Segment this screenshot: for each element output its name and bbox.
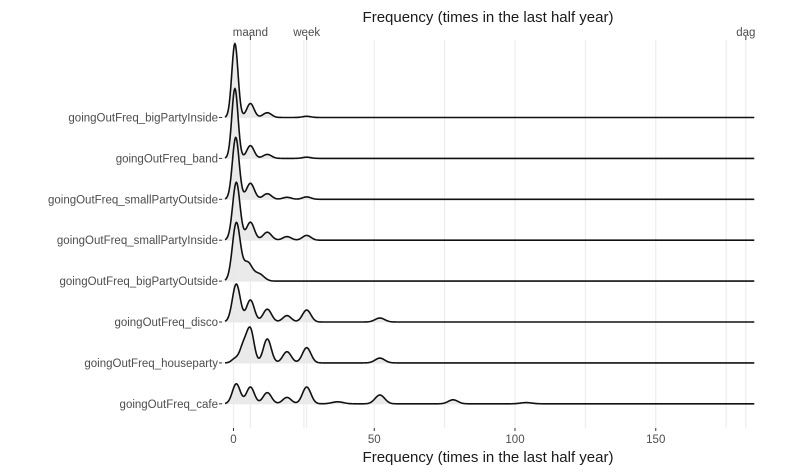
ridge-line [224,382,755,405]
ridge-line [224,221,755,282]
axis-layer: 0 50 100 150 maand week dag goingOutFreq_bigPar… [48,27,755,446]
x-tick-label: 0 [230,434,236,446]
ridge-line [224,42,755,119]
x-tick-label: 50 [368,434,381,446]
category-label: goingOutFreq_houseparty [84,358,218,370]
category-label: goingOutFreq_bigPartyInside [68,113,218,125]
top-tick-label: dag [736,27,755,39]
ridge-line [224,181,755,241]
ridge-area [225,283,755,322]
ridge-line [224,87,755,160]
category-label: goingOutFreq_smallPartyInside [57,235,218,247]
top-axis-title: Frequency (times in the last half year) [363,9,614,26]
bottom-axis-title: Frequency (times in the last half year) [363,449,614,466]
ridge-area [225,182,755,241]
x-tick-label: 100 [505,434,524,446]
ridge-line [224,136,755,201]
category-label: goingOutFreq_smallPartyOutside [48,194,218,206]
x-tick-label: 150 [646,434,665,446]
category-label: goingOutFreq_band [116,153,218,165]
ridge-area [225,383,755,404]
ridge-area [225,222,755,282]
ridge-area [225,43,755,118]
ridge-area [225,326,755,363]
category-label: goingOutFreq_cafe [120,399,218,411]
ridge-layer [224,42,755,405]
grid-layer [222,40,752,428]
ridge-line [224,326,755,364]
ridge-line [224,283,755,323]
ridge-area [225,137,755,200]
ridge-area [225,88,755,159]
category-label: goingOutFreq_disco [114,317,218,329]
top-tick-label: week [292,27,320,39]
top-tick-label: maand [233,27,268,39]
category-label: goingOutFreq_bigPartyOutside [59,276,218,288]
